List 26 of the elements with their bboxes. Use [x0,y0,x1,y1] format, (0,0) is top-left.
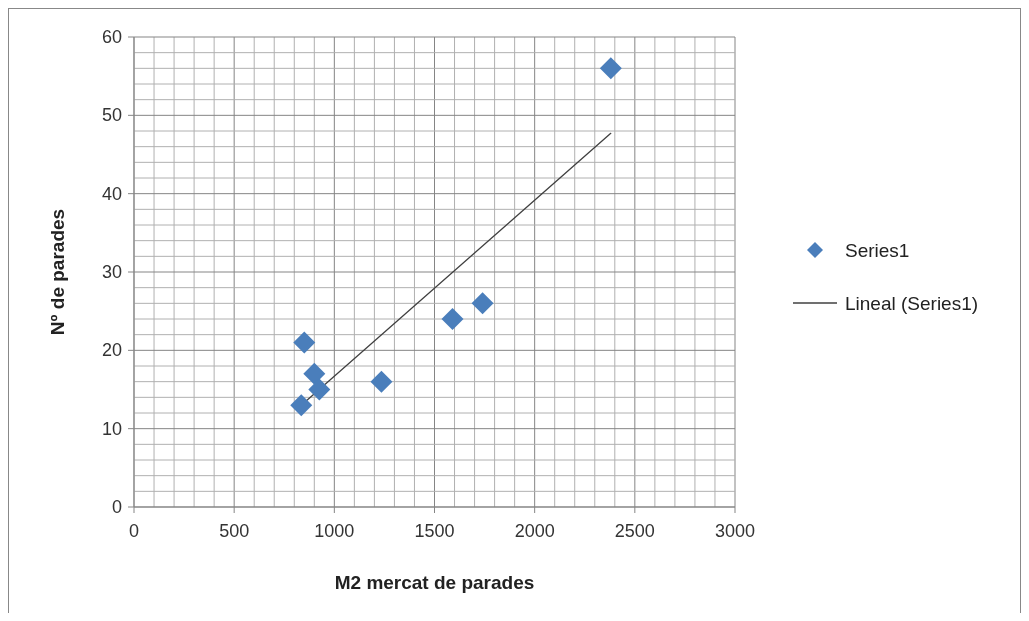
point [308,378,331,401]
point [293,331,316,354]
x-axis-title: M2 mercat de parades [334,572,535,593]
legend-label: Lineal (Series1) [845,293,979,314]
point [599,57,622,80]
point [290,394,313,417]
point [441,308,464,330]
x-tick-label: 1500 [414,521,455,541]
y-tick-label: 60 [101,27,122,47]
x-tick-label: 2000 [514,521,555,541]
point [471,292,494,315]
y-tick-label: 40 [101,183,122,204]
y-tick-label: 20 [101,340,122,361]
y-tick-label: 10 [101,418,122,439]
y-tick-label: 30 [101,262,122,282]
point [370,370,393,393]
y-tick-label: 0 [111,497,122,517]
y-axis-title: Nº de parades [47,208,68,336]
x-tick-label: 3000 [714,521,756,541]
x-tick-label: 1000 [314,521,355,541]
point [303,362,326,385]
y-tick-label: 50 [101,105,122,126]
x-tick-label: 2500 [614,521,655,541]
x-tick-label: 500 [219,521,250,541]
legend-label: Series1 [845,240,910,261]
x-tick-label: 0 [128,521,140,541]
